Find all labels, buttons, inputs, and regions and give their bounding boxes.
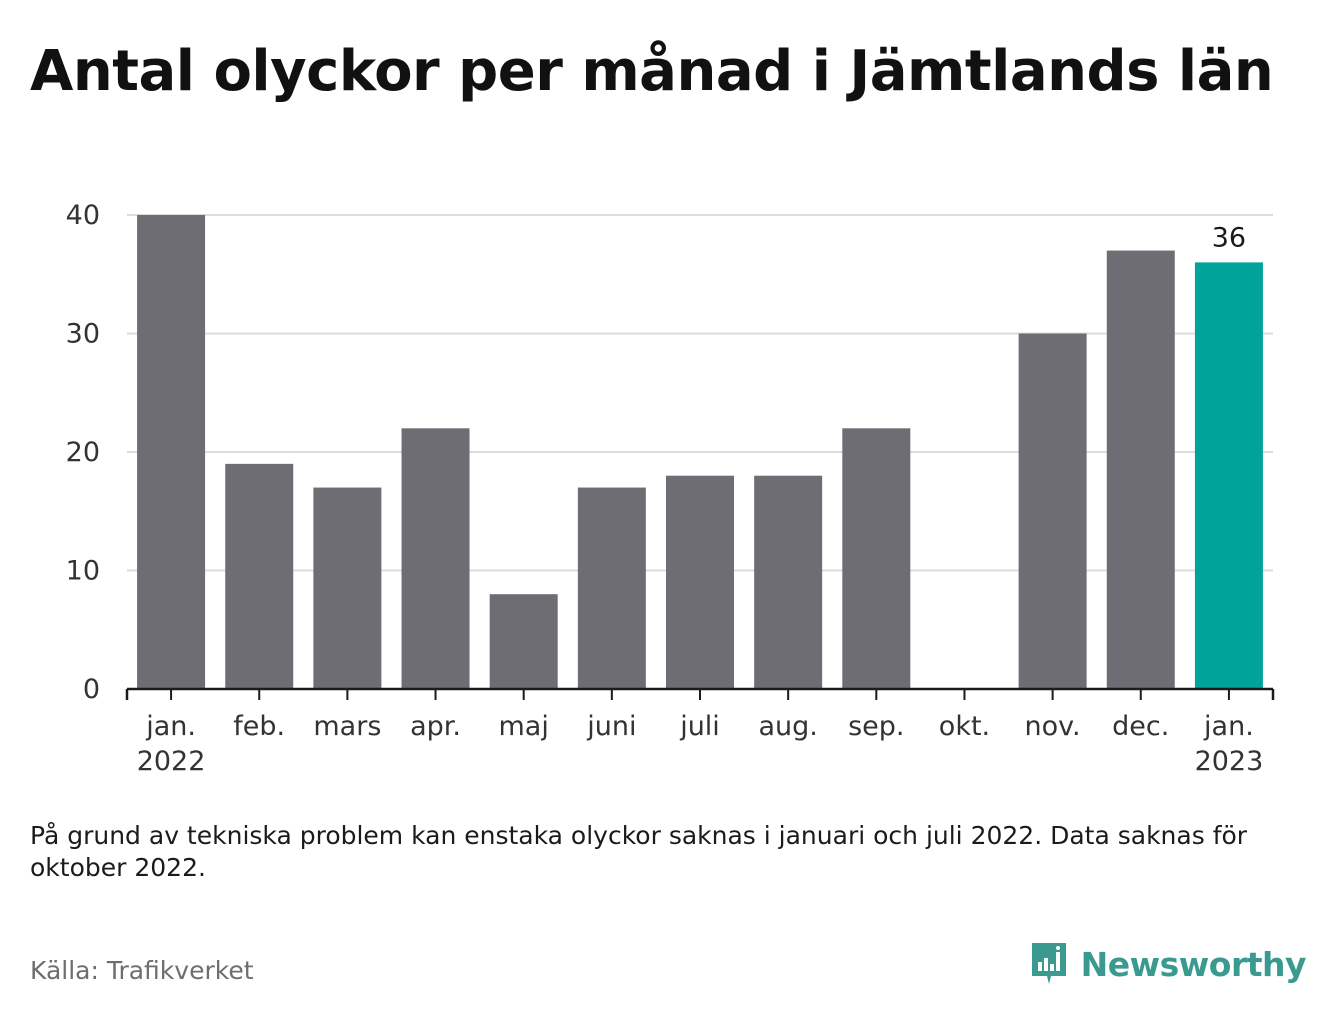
source-credit: Källa: Trafikverket	[30, 956, 254, 985]
x-tick-label-9: okt.	[939, 711, 990, 742]
x-tick-label-12: jan.	[1203, 711, 1254, 742]
bar-12	[1194, 262, 1263, 689]
value-label-12: 36	[1212, 222, 1246, 253]
x-tick-label-3: apr.	[410, 711, 461, 742]
x-tick-label-0-line2: 2022	[137, 746, 206, 777]
bar-chart: 0 10 20 30 40 36 jan. 2022 feb. mars apr. maj juni ju…	[66, 200, 1275, 777]
bar-8	[842, 428, 911, 689]
bar-4	[489, 594, 558, 689]
x-tick-label-11: dec.	[1112, 711, 1169, 742]
bar-10	[1018, 333, 1087, 689]
newsworthy-logo-icon	[1031, 943, 1066, 984]
bar-3	[401, 428, 470, 689]
x-tick-label-0: jan.	[145, 711, 196, 742]
chart-note: På grund av tekniska problem kan enstaka…	[30, 821, 1248, 882]
bar-0	[137, 215, 206, 689]
newsworthy-brand[interactable]: Newsworthy	[1029, 940, 1307, 988]
bar-6	[666, 475, 734, 689]
chart-title: Antal olyckor per månad i Jämtlands län	[30, 39, 1274, 104]
x-tick-label-5: juni	[586, 711, 636, 742]
bar-5	[577, 487, 646, 689]
x-tick-label-6: juli	[679, 711, 720, 742]
brand-name: Newsworthy	[1080, 944, 1307, 984]
bar-11	[1106, 250, 1175, 690]
x-tick-label-12-line2: 2023	[1195, 746, 1264, 777]
y-tick-label-40: 40	[66, 200, 100, 231]
bar-1	[225, 463, 294, 689]
x-tick-label-4: maj	[499, 711, 549, 742]
y-tick-label-30: 30	[66, 319, 100, 350]
x-tick-label-8: sep.	[848, 711, 904, 742]
y-tick-label-0: 0	[83, 674, 100, 705]
x-tick-label-2: mars	[313, 711, 381, 742]
x-tick-label-1: feb.	[233, 711, 285, 742]
y-tick-label-20: 20	[66, 437, 100, 468]
bar-2	[313, 487, 382, 689]
y-tick-label-10: 10	[66, 556, 100, 587]
x-tick-label-10: nov.	[1025, 711, 1081, 742]
x-tick-label-7: aug.	[758, 711, 817, 742]
bar-7	[754, 475, 823, 689]
